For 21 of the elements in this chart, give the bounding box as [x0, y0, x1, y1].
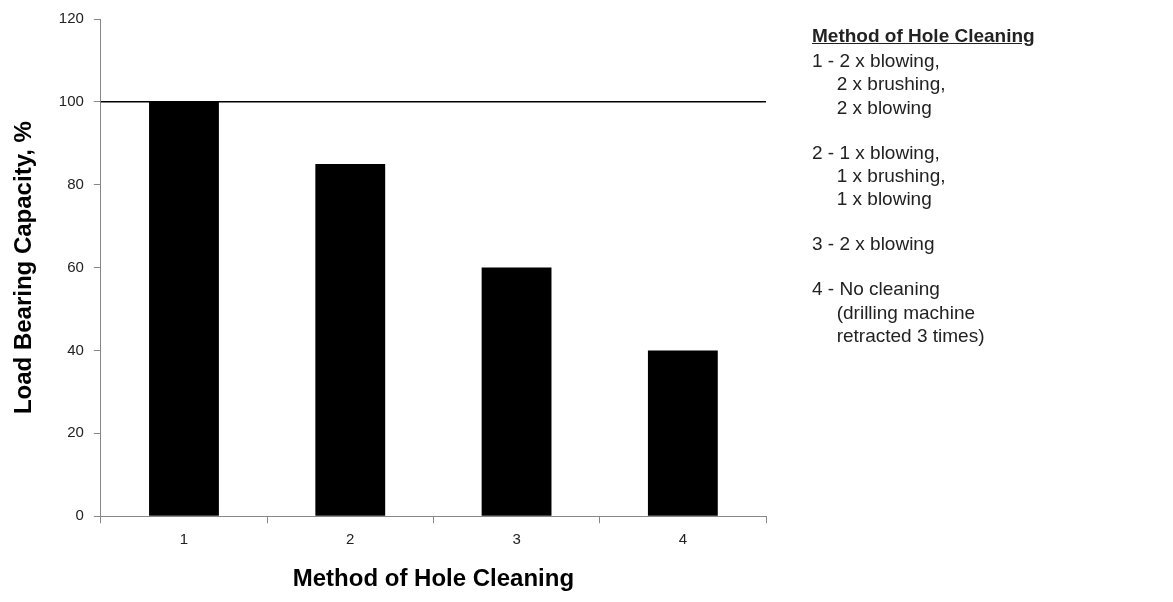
- y-tick-label: 60: [67, 257, 84, 275]
- text: 2 - 1 x blowing, 1 x brushing, 1 x blowing: [812, 140, 947, 211]
- x-tick-label: 3: [512, 530, 521, 548]
- x-tick-label: 4: [678, 530, 688, 548]
- y-axis-title: Load Bearing Capacity, %: [9, 121, 37, 415]
- bar: [647, 350, 718, 516]
- x-tick-label: 1: [179, 530, 189, 548]
- bar: [315, 164, 386, 516]
- text: 1 - 2 x blowing, 2 x brushing, 2 x blowing: [812, 49, 947, 119]
- y-tick-label: 120: [58, 9, 84, 27]
- x-tick-label: 2: [346, 530, 355, 548]
- y-tick-label: 40: [67, 340, 84, 358]
- y-tick-label: 100: [58, 92, 84, 110]
- y-tick-label: 20: [67, 423, 84, 441]
- text: 3 - 2 x blowing: [812, 232, 936, 256]
- y-tick-label: 80: [67, 174, 84, 192]
- bar: [481, 267, 552, 516]
- x-axis-title: Method of Hole Cleaning: [292, 564, 575, 592]
- text: 4 - No cleaning (drilling machine retracted 3 times): [812, 277, 986, 347]
- text: Method of Hole Cleaning: [812, 24, 1036, 48]
- y-tick-label: 0: [75, 506, 84, 524]
